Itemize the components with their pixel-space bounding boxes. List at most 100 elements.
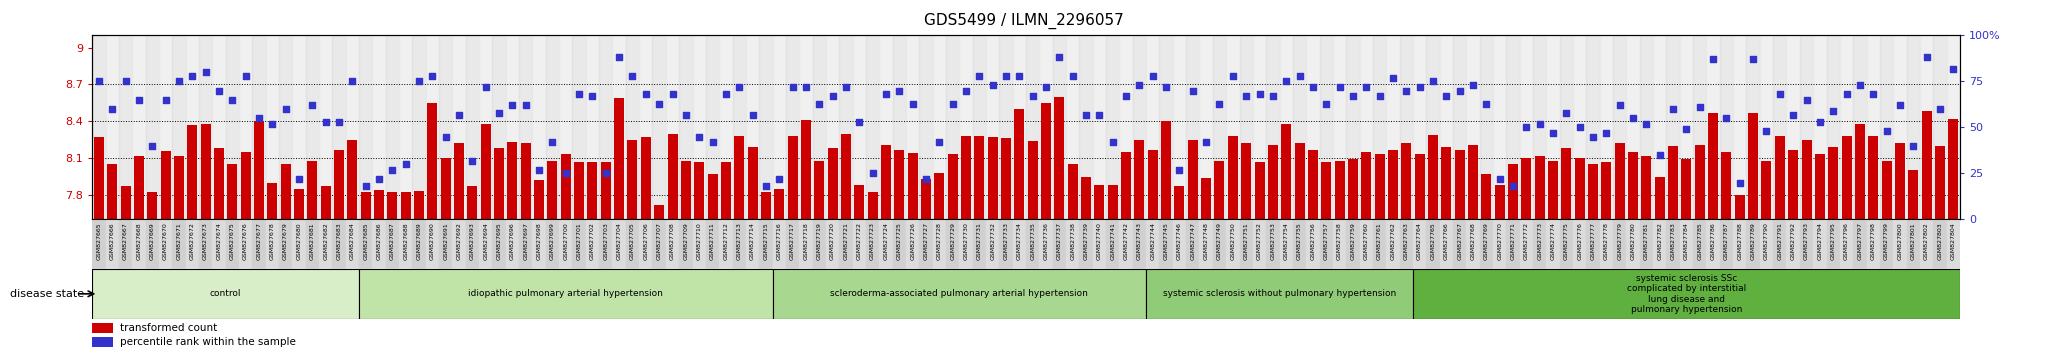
Point [989, 73, 1022, 79]
Point [750, 183, 782, 189]
Bar [1147, 35, 1159, 219]
Bar [1362, 152, 1372, 219]
Text: GSM827773: GSM827773 [1538, 222, 1542, 260]
Bar [854, 185, 864, 219]
Bar [1106, 219, 1120, 269]
Bar [946, 219, 958, 269]
Bar [1133, 35, 1147, 219]
Bar [666, 219, 680, 269]
Bar [1159, 219, 1174, 269]
Bar [1188, 140, 1198, 219]
Bar [199, 219, 213, 269]
Text: GSM827788: GSM827788 [1737, 222, 1743, 260]
Bar [481, 124, 492, 219]
Text: GSM827748: GSM827748 [1204, 222, 1208, 260]
Text: GSM827800: GSM827800 [1896, 222, 1903, 259]
Bar [1466, 219, 1479, 269]
Bar [694, 162, 705, 219]
Bar [932, 219, 946, 269]
Point [1483, 176, 1516, 182]
Bar [1708, 113, 1718, 219]
Text: GSM827778: GSM827778 [1604, 222, 1610, 260]
Bar [119, 219, 133, 269]
Bar [1415, 154, 1425, 219]
Point [1577, 134, 1610, 139]
Bar [358, 35, 373, 219]
Bar [252, 219, 266, 269]
Text: GSM827700: GSM827700 [563, 222, 567, 260]
Bar [92, 337, 113, 347]
Bar [1679, 35, 1694, 219]
Text: GSM827695: GSM827695 [496, 222, 502, 260]
Bar [1319, 219, 1333, 269]
Bar [719, 219, 733, 269]
Point [1884, 103, 1917, 108]
Text: GSM827792: GSM827792 [1790, 222, 1796, 260]
Bar [1135, 140, 1145, 219]
Bar [479, 219, 492, 269]
Text: GSM827740: GSM827740 [1098, 222, 1102, 260]
Text: GSM827783: GSM827783 [1671, 222, 1675, 260]
Point [1257, 93, 1290, 99]
Bar [666, 35, 680, 219]
Bar [1706, 219, 1720, 269]
Bar [1827, 35, 1839, 219]
Bar [733, 219, 745, 269]
Bar [1587, 219, 1599, 269]
Bar [1413, 35, 1425, 219]
Bar [295, 189, 303, 219]
Text: GSM827698: GSM827698 [537, 222, 541, 260]
Bar [1239, 219, 1253, 269]
Bar [1454, 149, 1464, 219]
Text: GSM827721: GSM827721 [844, 222, 848, 260]
Text: GSM827771: GSM827771 [1511, 222, 1516, 260]
Point [1096, 139, 1128, 145]
Bar [641, 137, 651, 219]
Text: GSM827699: GSM827699 [551, 222, 555, 260]
Bar [1640, 219, 1653, 269]
Bar [1161, 121, 1171, 219]
Bar [1626, 35, 1640, 219]
Bar [958, 35, 973, 219]
Bar [932, 35, 946, 219]
Bar [1282, 124, 1290, 219]
Bar [1040, 103, 1051, 219]
Point [496, 103, 528, 108]
Bar [401, 193, 412, 219]
Bar [866, 219, 879, 269]
Bar [1147, 269, 1413, 319]
Text: scleroderma-associated pulmonary arterial hypertension: scleroderma-associated pulmonary arteria… [829, 289, 1087, 298]
Bar [1212, 35, 1227, 219]
Bar [375, 190, 385, 219]
Text: GSM827676: GSM827676 [244, 222, 248, 260]
Bar [1935, 146, 1946, 219]
Bar [360, 193, 371, 219]
Point [670, 112, 702, 118]
Bar [573, 162, 584, 219]
Bar [373, 219, 385, 269]
Text: GSM827746: GSM827746 [1178, 222, 1182, 260]
Bar [293, 219, 305, 269]
Point [336, 79, 369, 84]
Point [575, 93, 608, 99]
Bar [305, 219, 319, 269]
Text: GSM827756: GSM827756 [1311, 222, 1315, 260]
Bar [1348, 159, 1358, 219]
Bar [1266, 219, 1280, 269]
Text: GSM827709: GSM827709 [684, 222, 688, 260]
Bar [1307, 219, 1319, 269]
Text: GDS5499 / ILMN_2296057: GDS5499 / ILMN_2296057 [924, 12, 1124, 29]
Bar [186, 125, 197, 219]
Bar [760, 219, 772, 269]
Text: GSM827729: GSM827729 [950, 222, 954, 260]
Bar [1548, 161, 1559, 219]
Point [457, 158, 489, 164]
Bar [1333, 219, 1346, 269]
Bar [1839, 219, 1853, 269]
Bar [1812, 35, 1827, 219]
Bar [772, 35, 786, 219]
Bar [840, 219, 852, 269]
Point [844, 119, 877, 125]
Bar [842, 133, 852, 219]
Bar [879, 219, 893, 269]
